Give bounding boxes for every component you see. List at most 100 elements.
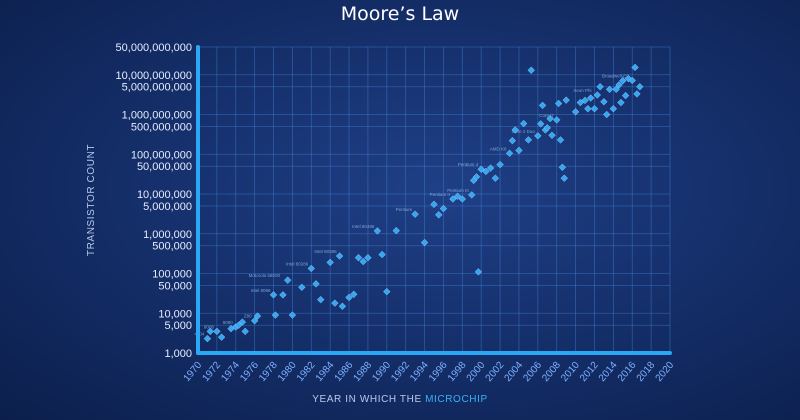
data-point-70 bbox=[571, 108, 580, 116]
data-point-26 bbox=[354, 254, 363, 262]
x-tick-label-8: 1986 bbox=[333, 360, 356, 384]
chip-label-11: Pentium III bbox=[447, 188, 469, 193]
data-point-62 bbox=[546, 114, 554, 123]
data-point-81 bbox=[609, 105, 618, 113]
data-point-27 bbox=[359, 257, 367, 266]
x-tick-label-23: 2016 bbox=[616, 360, 639, 384]
data-point-40 bbox=[458, 195, 467, 203]
data-point-78 bbox=[600, 98, 608, 106]
x-tick-label-6: 1982 bbox=[295, 360, 318, 384]
data-point-54 bbox=[519, 119, 528, 128]
chip-label-16: Xeon Phi bbox=[573, 88, 591, 93]
chip-label-2: 8080 bbox=[223, 320, 234, 325]
chip-label-17: Broadwell-EP bbox=[602, 73, 629, 78]
x-tick-label-16: 2002 bbox=[484, 360, 507, 384]
y-tick-label-0: 50,000,000,000 bbox=[116, 42, 192, 54]
data-point-13 bbox=[279, 291, 287, 299]
data-point-29 bbox=[373, 227, 382, 235]
x-tick-label-10: 1990 bbox=[370, 360, 393, 384]
x-tick-label-17: 2004 bbox=[503, 360, 526, 384]
data-point-16 bbox=[298, 283, 306, 291]
data-point-2 bbox=[213, 327, 221, 336]
chip-label-3: Z80 bbox=[244, 314, 252, 319]
data-point-12 bbox=[271, 311, 280, 319]
y-tick-label-8: 5,000,000 bbox=[143, 201, 192, 213]
x-axis-label: YEAR IN WHICH THE MICROCHIP bbox=[312, 394, 487, 405]
chip-label-6: Intel 80286 bbox=[286, 261, 309, 266]
data-point-24 bbox=[345, 293, 353, 302]
x-tick-label-7: 1984 bbox=[314, 360, 337, 384]
data-point-23 bbox=[338, 302, 347, 310]
y-tick-label-12: 50,000 bbox=[158, 280, 192, 292]
data-point-67 bbox=[558, 163, 567, 171]
x-tick-label-12: 1994 bbox=[408, 360, 431, 384]
data-point-19 bbox=[317, 295, 325, 304]
chip-label-15: Core i7 bbox=[539, 113, 554, 118]
x-tick-label-15: 2000 bbox=[465, 360, 488, 384]
data-point-51 bbox=[508, 136, 517, 145]
data-point-35 bbox=[430, 200, 438, 209]
y-tick-label-6: 50,000,000 bbox=[137, 161, 192, 173]
data-point-56 bbox=[527, 66, 535, 74]
data-point-1 bbox=[206, 327, 214, 336]
x-tick-label-13: 1996 bbox=[427, 360, 450, 384]
data-points bbox=[203, 63, 644, 343]
y-tick-label-3: 1,000,000,000 bbox=[122, 110, 192, 122]
data-point-89 bbox=[631, 63, 639, 72]
data-point-73 bbox=[584, 105, 592, 113]
data-point-59 bbox=[538, 101, 547, 110]
x-tick-label-22: 2014 bbox=[597, 360, 620, 384]
x-tick-label-21: 2012 bbox=[578, 360, 601, 384]
data-point-55 bbox=[524, 136, 533, 144]
data-point-20 bbox=[326, 258, 334, 267]
y-axis-label: TRANSISTOR COUNT bbox=[86, 144, 97, 256]
y-tick-label-15: 1,000 bbox=[164, 348, 192, 360]
y-tick-label-5: 100,000,000 bbox=[131, 149, 192, 161]
data-point-66 bbox=[556, 136, 565, 144]
data-point-31 bbox=[383, 287, 391, 296]
data-point-91 bbox=[636, 83, 644, 91]
chip-label-14: Core 2 Duo bbox=[512, 129, 536, 134]
data-point-58 bbox=[536, 120, 545, 128]
data-point-69 bbox=[562, 96, 570, 104]
chip-label-4: Intel 8086 bbox=[251, 288, 271, 293]
data-point-9 bbox=[250, 317, 259, 325]
x-tick-label-3: 1976 bbox=[238, 360, 261, 384]
data-point-57 bbox=[534, 132, 542, 140]
data-point-86 bbox=[621, 91, 630, 100]
data-point-50 bbox=[505, 149, 514, 157]
data-point-90 bbox=[633, 90, 641, 98]
data-point-28 bbox=[364, 254, 372, 262]
chip-label-10: Pentium II bbox=[430, 192, 450, 197]
grid-lines bbox=[197, 46, 671, 354]
x-tick-label-20: 2010 bbox=[559, 360, 582, 384]
x-axis-label-highlight: MICROCHIP bbox=[425, 394, 488, 405]
chip-label-1: 8008 bbox=[204, 324, 215, 329]
data-point-76 bbox=[593, 91, 601, 99]
x-tick-label-18: 2006 bbox=[521, 360, 544, 384]
x-tick-label-5: 1980 bbox=[276, 360, 299, 384]
chip-label-5: Motorola 68000 bbox=[249, 273, 281, 278]
x-tick-label-14: 1998 bbox=[446, 360, 469, 384]
y-tick-label-11: 100,000 bbox=[152, 269, 192, 281]
chip-label-7: Intel 80386 bbox=[314, 249, 337, 254]
data-point-34 bbox=[420, 238, 429, 247]
data-point-47 bbox=[486, 164, 495, 172]
data-point-18 bbox=[312, 280, 320, 288]
x-tick-label-0: 1970 bbox=[182, 360, 205, 384]
chip-label-9: Pentium bbox=[396, 207, 413, 212]
x-tick-labels: 1970197219741976197819801982198419861988… bbox=[182, 360, 677, 384]
data-point-85 bbox=[619, 77, 627, 85]
data-point-52 bbox=[511, 126, 519, 134]
data-point-37 bbox=[439, 204, 448, 213]
data-point-7 bbox=[238, 318, 247, 326]
data-point-77 bbox=[596, 83, 604, 91]
data-point-3 bbox=[217, 333, 226, 341]
data-point-14 bbox=[283, 276, 292, 284]
data-point-44 bbox=[474, 268, 483, 276]
x-tick-label-19: 2008 bbox=[540, 360, 563, 384]
chip-label-13: AMD K8 bbox=[490, 146, 507, 151]
chip-label-12: Pentium 4 bbox=[458, 162, 479, 167]
